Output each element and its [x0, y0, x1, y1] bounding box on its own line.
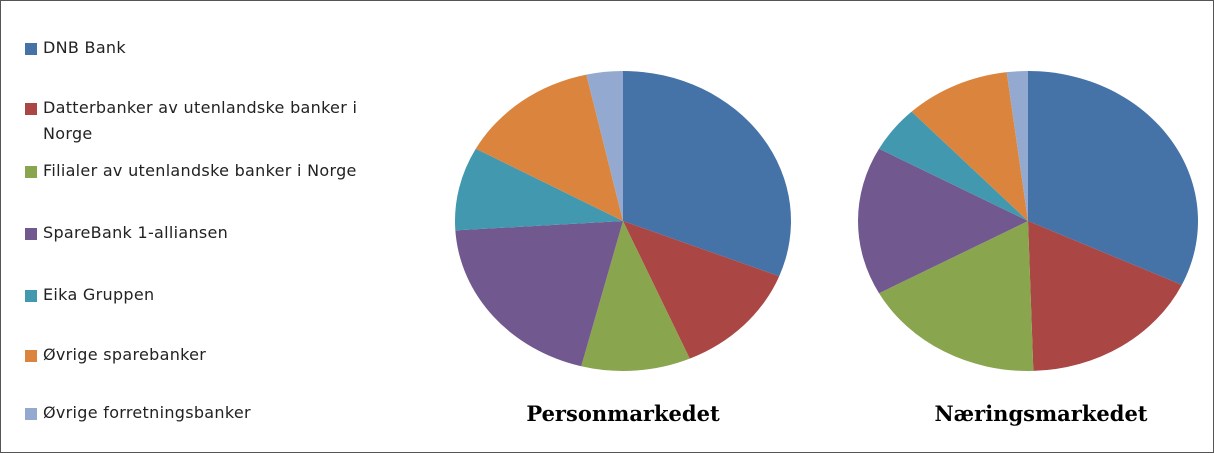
legend-label: SpareBank 1-alliansen: [43, 223, 229, 242]
legend-item: Eika Gruppen: [25, 282, 385, 308]
legend-item: Øvrige forretningsbanker: [25, 400, 385, 426]
legend-swatch: [25, 228, 37, 240]
pie-slice: [586, 71, 623, 221]
legend-swatch: [25, 43, 37, 55]
pie-slice: [858, 148, 1028, 294]
legend-label: Eika Gruppen: [43, 285, 155, 304]
pie-slice: [1028, 71, 1198, 285]
legend-swatch: [25, 290, 37, 302]
legend-label: Filialer av utenlandske banker i Norge: [43, 161, 357, 180]
legend-swatch: [25, 408, 37, 420]
chart-title: Næringsmarkedet: [934, 401, 1147, 426]
pie-slice: [911, 72, 1028, 221]
pie-slice: [1028, 221, 1182, 371]
legend-item: DNB Bank: [25, 35, 385, 61]
legend-item: Filialer av utenlandske banker i Norge: [25, 158, 385, 184]
pie-slice: [475, 74, 623, 221]
pie-slice: [455, 221, 623, 367]
legend-item: Datterbanker av utenlandske banker i Nor…: [25, 95, 385, 147]
legend-item: SpareBank 1-alliansen: [25, 220, 385, 246]
legend-swatch: [25, 103, 37, 115]
legend-label: Øvrige forretningsbanker: [43, 403, 251, 422]
pie-slice: [455, 148, 623, 231]
pie-slice: [1006, 71, 1028, 221]
legend-item: Øvrige sparebanker: [25, 342, 385, 368]
legend-label: Øvrige sparebanker: [43, 345, 207, 364]
legend-label: DNB Bank: [43, 38, 126, 57]
pie-slice: [879, 111, 1028, 221]
pie-slice: [623, 71, 791, 277]
chart-title: Personmarkedet: [526, 401, 720, 426]
pie-slice: [879, 221, 1034, 372]
legend-swatch: [25, 166, 37, 178]
legend-label: Datterbanker av utenlandske banker i Nor…: [43, 98, 358, 143]
legend-swatch: [25, 350, 37, 362]
pie-slice: [581, 221, 690, 371]
pie-slice: [623, 221, 780, 359]
